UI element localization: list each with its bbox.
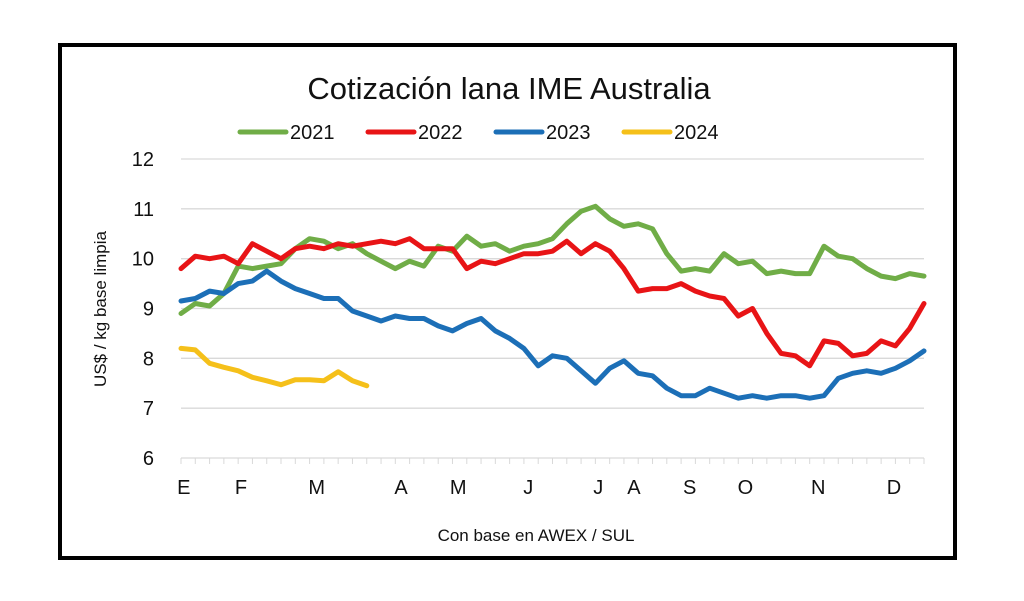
series-line-2021 — [178, 203, 927, 316]
x-tick-label: A — [394, 477, 408, 499]
y-tick-label: 9 — [143, 299, 154, 321]
y-tick-label: 6 — [143, 448, 154, 470]
x-tick-label: A — [627, 477, 641, 499]
x-tick-label: M — [450, 477, 467, 499]
legend-label-2024: 2024 — [674, 122, 719, 144]
chart-title: Cotización lana IME Australia — [307, 71, 711, 106]
y-tick-label: 11 — [133, 199, 154, 221]
y-tick-label: 8 — [143, 348, 154, 370]
x-axis-minor-ticks — [180, 458, 925, 464]
x-tick-label: S — [683, 477, 696, 499]
series-line-2024 — [178, 345, 370, 389]
x-tick-label: F — [235, 477, 247, 499]
y-axis-ticks: 6 7 8 9 10 11 12 — [132, 149, 154, 470]
series-line-2023 — [178, 268, 927, 401]
legend-label-2021: 2021 — [290, 122, 335, 144]
legend: 2021 2022 2023 2024 — [237, 122, 719, 144]
x-tick-label: D — [887, 477, 901, 499]
y-axis-title: US$ / kg base limpia — [91, 231, 110, 387]
chart: Cotización lana IME Australia 2021 2022 20… — [91, 71, 927, 545]
y-tick-label: 7 — [143, 398, 154, 420]
x-tick-label: N — [811, 477, 825, 499]
x-axis-title: Con base en AWEX / SUL — [438, 526, 635, 545]
chart-frame: Cotización lana IME Australia 2021 2022 20… — [58, 43, 957, 560]
gridlines — [181, 158, 924, 459]
y-tick-label: 10 — [132, 249, 154, 271]
x-tick-label: J — [523, 477, 533, 499]
x-tick-label: E — [177, 477, 190, 499]
series-line-2022 — [178, 236, 927, 369]
legend-label-2023: 2023 — [546, 122, 591, 144]
series-lines — [178, 203, 927, 401]
legend-label-2022: 2022 — [418, 122, 463, 144]
x-tick-label: J — [593, 477, 603, 499]
y-tick-label: 12 — [132, 149, 154, 171]
x-tick-label: O — [738, 477, 754, 499]
x-tick-label: M — [308, 477, 325, 499]
